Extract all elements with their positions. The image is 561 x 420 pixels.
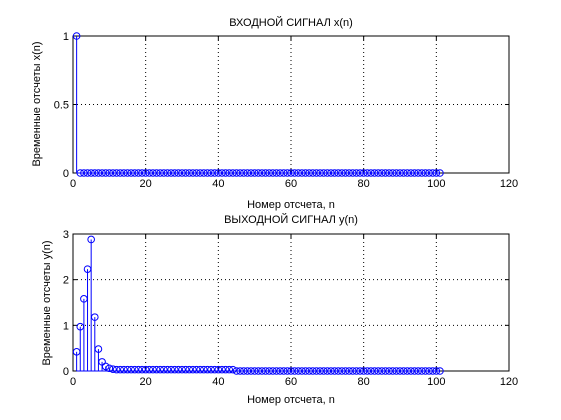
x-tick-label: 120 — [500, 376, 518, 388]
y-tick-label: 0.5 — [54, 100, 69, 112]
x-tick-label: 0 — [70, 376, 76, 388]
stem-marker — [98, 358, 106, 366]
x-tick-label: 0 — [70, 178, 76, 190]
x-tick-label: 40 — [212, 376, 224, 388]
y-tick-label: 0 — [63, 366, 69, 378]
input-ylabel: Временные отсчеты x(n) — [31, 41, 43, 166]
x-tick-label: 60 — [285, 178, 297, 190]
stem-marker — [87, 235, 95, 244]
x-tick-label: 40 — [212, 178, 224, 190]
input-signal-axes: 0 20 40 60 80 100 120 0 0.5 1 ВХОДНОЙ СИГНАЛ x(n) Н… — [31, 16, 518, 211]
stem-marker — [109, 365, 117, 373]
stem-marker — [72, 32, 81, 40]
x-tick-label: 20 — [140, 376, 152, 388]
output-signal-axes: 0 20 40 60 80 100 120 0 1 2 3 ВЫХОДНОЙ СИГНАЛ y(n) Н… — [41, 213, 518, 406]
input-xlabel: Номер отсчета, n — [247, 199, 335, 211]
x-tick-label: 120 — [500, 178, 518, 190]
output-title: ВЫХОДНОЙ СИГНАЛ y(n) — [224, 213, 358, 226]
x-tick-label: 60 — [285, 376, 297, 388]
stem-marker — [101, 362, 110, 371]
stem-marker — [229, 365, 237, 374]
output-ylabel: Временные отсчеты y(n) — [41, 240, 53, 365]
x-tick-label: 100 — [427, 178, 445, 190]
stem-marker — [105, 364, 114, 373]
y-tick-label: 2 — [63, 275, 69, 287]
stem-marker — [94, 345, 103, 353]
x-tick-label: 80 — [358, 178, 370, 190]
x-tick-label: 20 — [140, 178, 152, 190]
x-tick-label: 100 — [427, 376, 445, 388]
y-tick-label: 0 — [63, 168, 69, 180]
x-tick-label: 80 — [358, 376, 370, 388]
y-tick-label: 1 — [63, 320, 69, 332]
stem-marker — [91, 313, 99, 321]
input-title: ВХОДНОЙ СИГНАЛ x(n) — [229, 16, 353, 29]
y-tick-label: 3 — [63, 229, 69, 241]
output-xlabel: Номер отсчета, n — [247, 394, 335, 406]
y-tick-label: 1 — [63, 31, 69, 43]
